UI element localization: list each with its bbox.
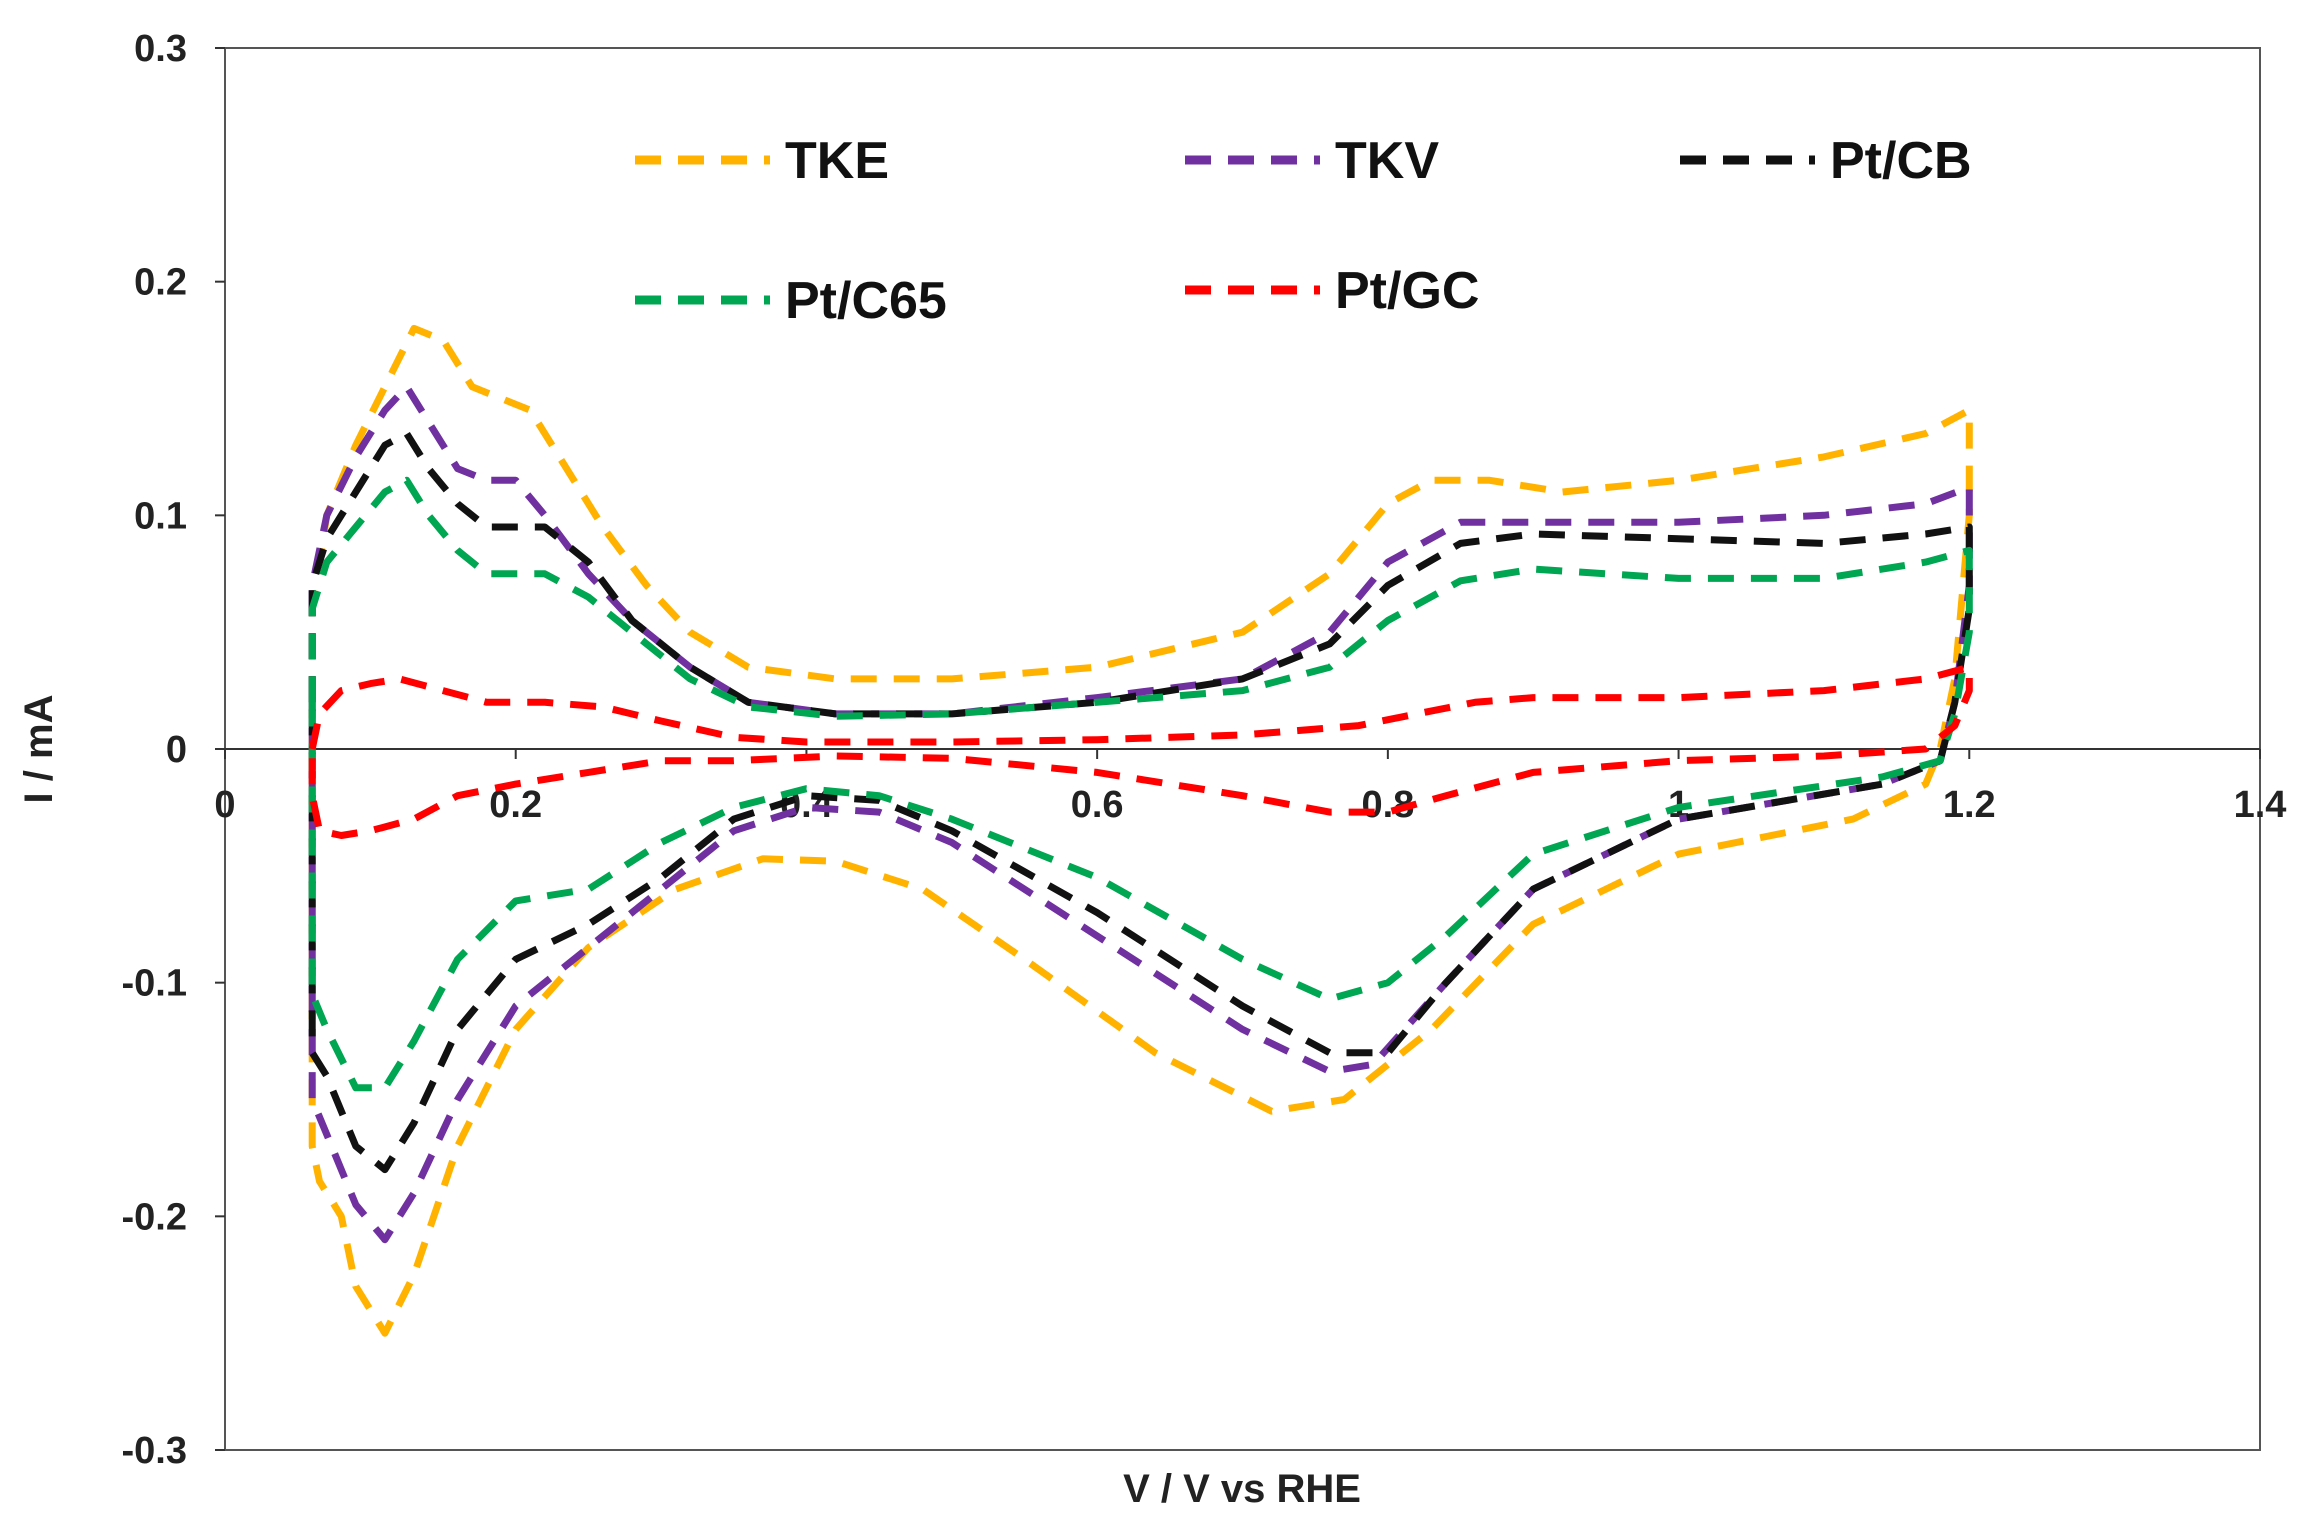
- series-line-tkv: [308, 383, 1973, 1244]
- y-tick-label: 0: [166, 729, 187, 771]
- legend-item-pt-cb: Pt/CB: [1680, 132, 1972, 190]
- x-tick-label: 1.4: [2234, 784, 2287, 826]
- y-tick-label: 0.2: [134, 262, 187, 304]
- legend-label: TKV: [1335, 132, 1439, 190]
- legend-label: Pt/GC: [1335, 262, 1479, 320]
- series-layer: [308, 324, 1973, 1337]
- x-tick-label: 0.6: [1071, 784, 1124, 826]
- series-line-pt-c65: [308, 476, 1973, 1092]
- x-axis-title: V / V vs RHE: [1123, 1467, 1361, 1511]
- y-tick-label: -0.1: [122, 963, 187, 1005]
- y-axis-title: I / mA: [17, 695, 61, 804]
- y-tick-label: -0.2: [122, 1196, 187, 1238]
- y-tick-label: -0.3: [122, 1430, 187, 1472]
- x-tick-label: 1.2: [1943, 784, 1996, 826]
- legend-item-tke: TKE: [635, 132, 889, 190]
- legend-label: TKE: [785, 132, 889, 190]
- y-tick-label: 0.3: [134, 28, 187, 70]
- legend-label: Pt/CB: [1830, 132, 1972, 190]
- series-line-pt-cb: [308, 430, 1973, 1174]
- axes-layer: 0 0.2 0.4 0.6 0.8 1 1.2 1.40.30.20.10-0.1-0.2-0…: [122, 28, 2287, 1472]
- series-line-pt-gc: [308, 663, 1973, 839]
- x-tick-label: 0: [214, 784, 235, 826]
- legend: TKE TKV Pt/CB Pt/C65 Pt/GC: [635, 132, 1972, 330]
- legend-item-pt-c65: Pt/C65: [635, 272, 947, 330]
- series-line-tke: [308, 324, 1973, 1337]
- y-tick-label: 0.1: [134, 495, 187, 537]
- legend-item-tkv: TKV: [1185, 132, 1439, 190]
- legend-label: Pt/C65: [785, 272, 947, 330]
- legend-item-pt-gc: Pt/GC: [1185, 262, 1479, 320]
